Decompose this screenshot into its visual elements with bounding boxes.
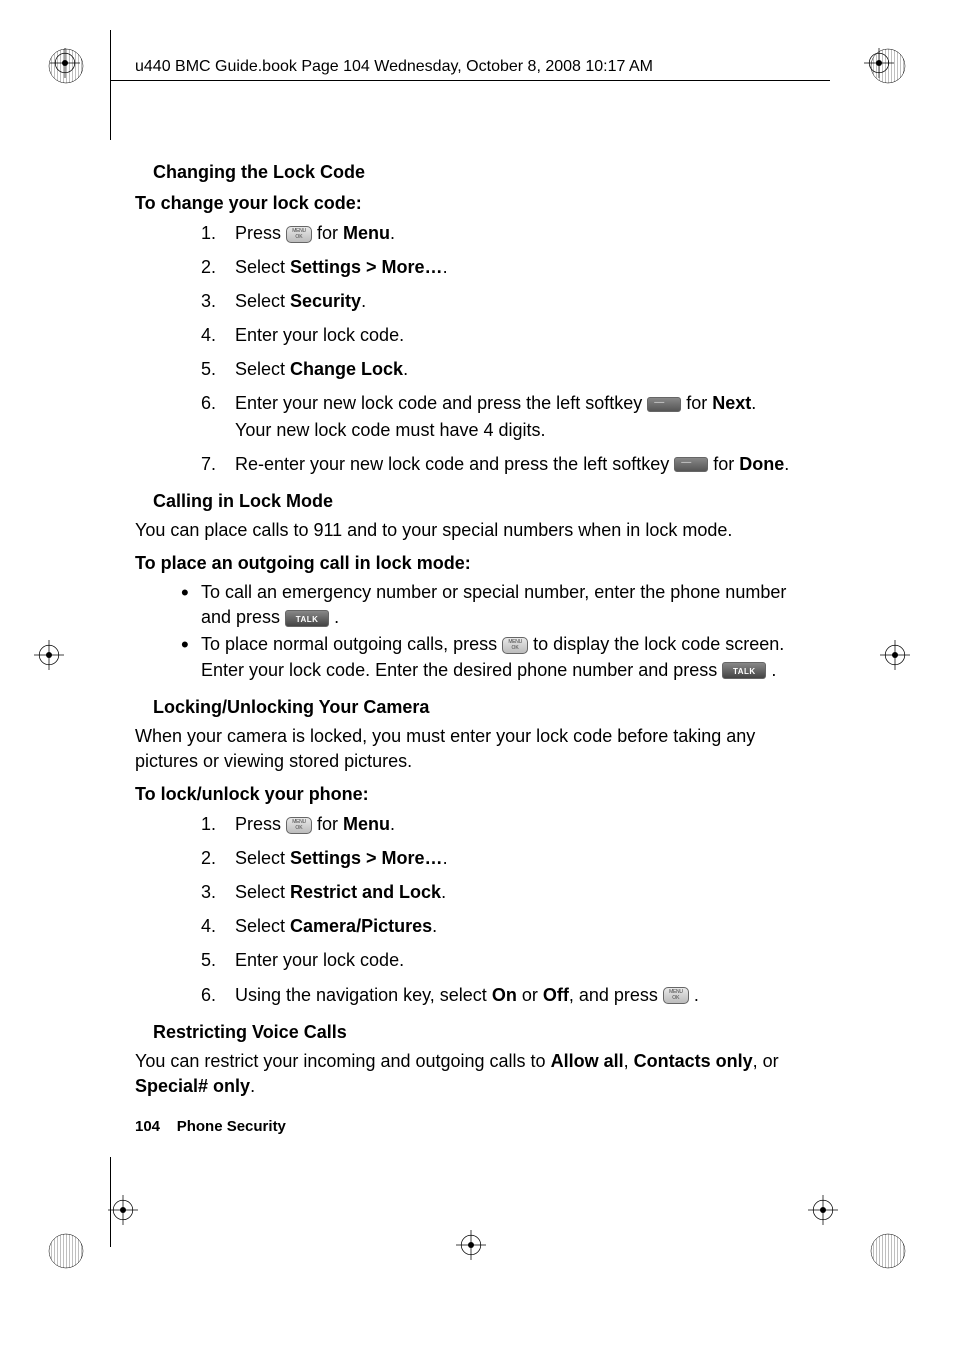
reg-mark-br [808,1195,838,1225]
page-content: Changing the Lock Code To change your lo… [135,148,795,1107]
hatch-mark-bl [48,1233,84,1269]
menu-ok-icon [663,987,689,1004]
step-5: Select Change Lock. [221,356,795,382]
steps-lock-camera: Press for Menu. Select Settings > More….… [135,811,795,1008]
left-softkey-icon [674,457,708,472]
crop-line-v2 [110,1157,111,1247]
talk-key-icon: TALK [722,662,766,679]
reg-mark-bl [108,1195,138,1225]
menu-ok-icon [286,817,312,834]
step-2: Select Settings > More…. [221,845,795,871]
footer-section: Phone Security [177,1118,286,1135]
body-restricting-voice: You can restrict your incoming and outgo… [135,1049,795,1099]
reg-mark-right [880,640,910,670]
menu-ok-icon [502,637,528,654]
subhead-to-lock-unlock: To lock/unlock your phone: [135,784,795,805]
bullet-2: To place normal outgoing calls, press to… [181,632,795,682]
running-header: u440 BMC Guide.book Page 104 Wednesday, … [135,58,795,76]
heading-calling-lock-mode: Calling in Lock Mode [153,491,795,512]
left-softkey-icon [647,397,681,412]
step-4: Select Camera/Pictures. [221,913,795,939]
step-6: Using the navigation key, select On or O… [221,982,795,1008]
talk-key-icon: TALK [285,610,329,627]
header-rule [110,80,830,81]
step-1: Press for Menu. [221,220,795,246]
subhead-to-place-outgoing: To place an outgoing call in lock mode: [135,553,795,574]
menu-ok-icon [286,226,312,243]
bullets-lock-mode: To call an emergency number or special n… [135,580,795,683]
subhead-to-change: To change your lock code: [135,193,795,214]
hatch-mark-tl [48,48,84,84]
step-1: Press for Menu. [221,811,795,837]
page-number: 104 [135,1118,160,1135]
hatch-mark-tr [870,48,906,84]
step-3: Select Security. [221,288,795,314]
heading-changing-lock-code: Changing the Lock Code [153,162,795,183]
step-7: Re-enter your new lock code and press th… [221,451,795,477]
step-4: Enter your lock code. [221,322,795,348]
page-footer: 104 Phone Security [135,1118,286,1135]
body-calling-lock: You can place calls to 911 and to your s… [135,518,795,543]
bullet-1: To call an emergency number or special n… [181,580,795,630]
step-5: Enter your lock code. [221,947,795,973]
steps-change-lock: Press for Menu. Select Settings > More….… [135,220,795,477]
step-6: Enter your new lock code and press the l… [221,390,795,442]
step-3: Select Restrict and Lock. [221,879,795,905]
step-2: Select Settings > More…. [221,254,795,280]
hatch-mark-br [870,1233,906,1269]
crop-line-v [110,30,111,140]
reg-mark-bottom [456,1230,486,1260]
reg-mark-left [34,640,64,670]
heading-restricting-voice: Restricting Voice Calls [153,1022,795,1043]
body-locking-camera: When your camera is locked, you must ent… [135,724,795,774]
heading-locking-camera: Locking/Unlocking Your Camera [153,697,795,718]
